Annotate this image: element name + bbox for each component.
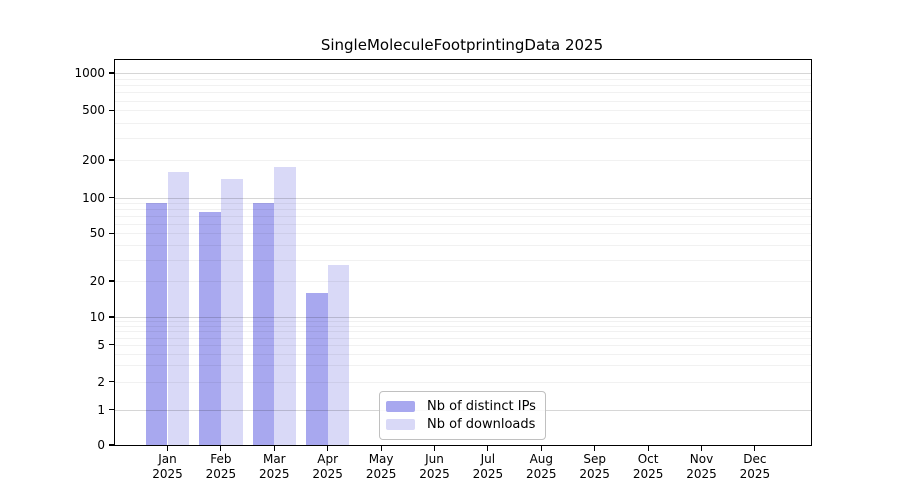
y-tick [108, 232, 114, 235]
x-tick-label: Dec 2025 [739, 452, 771, 481]
y-gridline-minor [115, 245, 811, 247]
y-gridline-minor [115, 344, 811, 346]
y-gridline-major [115, 317, 811, 318]
x-tick-label: Sep 2025 [579, 452, 610, 481]
legend-row-distinct-ips: Nb of distinct IPs [386, 397, 536, 416]
y-gridline-minor [115, 209, 811, 211]
x-tick-label: Apr 2025 [312, 452, 343, 481]
bar-downloads [220, 179, 243, 445]
x-tick [220, 446, 222, 451]
y-tick-label: 20 [89, 274, 105, 289]
y-tick-label: 1 [97, 402, 105, 417]
y-tick [108, 280, 114, 282]
y-tick-label: 100 [82, 190, 105, 205]
y-tick [108, 72, 114, 74]
y-tick [108, 316, 114, 318]
y-gridline-minor [115, 160, 811, 162]
bar-distinct-ips [145, 202, 168, 445]
x-tick [540, 446, 542, 451]
bar-downloads [167, 172, 190, 445]
y-gridline-minor [115, 365, 811, 367]
bar-distinct-ips [199, 211, 221, 445]
y-gridline-minor [115, 122, 811, 124]
y-gridline-minor [115, 224, 811, 225]
y-gridline-minor [115, 325, 811, 327]
bar-downloads [274, 167, 297, 445]
x-tick [647, 446, 649, 451]
x-tick [166, 446, 169, 451]
bar-downloads [327, 265, 350, 445]
x-tick-label: May 2025 [365, 452, 397, 481]
legend-row-downloads: Nb of downloads [386, 416, 536, 435]
legend: Nb of distinct IPs Nb of downloads [379, 391, 546, 440]
bar-distinct-ips [252, 202, 275, 445]
y-gridline-minor [115, 85, 811, 87]
y-gridline-minor [115, 259, 811, 261]
y-tick [108, 159, 114, 161]
bar-distinct-ips [305, 292, 328, 445]
x-tick-label: Jul 2025 [472, 452, 504, 481]
y-tick-label: 2 [97, 374, 105, 389]
y-gridline-minor [115, 281, 811, 283]
x-tick [273, 446, 275, 451]
y-gridline-minor [115, 353, 811, 355]
x-tick-label: Jan 2025 [152, 452, 183, 481]
x-tick [380, 446, 382, 451]
y-tick [108, 109, 114, 112]
x-tick-label: Aug 2025 [526, 452, 557, 481]
y-gridline-minor [115, 331, 811, 333]
x-tick [487, 446, 489, 451]
y-gridline-minor [115, 92, 811, 94]
x-tick [327, 446, 329, 451]
legend-label-downloads: Nb of downloads [427, 417, 536, 433]
y-gridline-minor [115, 233, 811, 235]
x-tick [594, 446, 596, 451]
y-gridline-minor [115, 337, 811, 339]
x-tick-label: Nov 2025 [686, 452, 717, 481]
y-tick [108, 444, 114, 446]
y-tick-label: 50 [89, 226, 105, 241]
y-tick-label: 500 [82, 103, 105, 118]
y-gridline-major [115, 73, 811, 74]
y-gridline-minor [115, 78, 811, 80]
chart-title: SingleMoleculeFootprintingData 2025 [320, 36, 604, 54]
y-tick-label: 0 [97, 438, 105, 452]
y-tick [108, 408, 114, 411]
y-gridline-major [115, 197, 811, 199]
y-gridline-minor [115, 321, 811, 323]
x-tick [433, 446, 436, 451]
legend-label-distinct-ips: Nb of distinct IPs [427, 398, 536, 414]
y-gridline-minor [115, 202, 811, 204]
y-tick [108, 344, 114, 346]
y-tick [108, 196, 114, 199]
legend-swatch-distinct-ips [386, 400, 415, 412]
y-tick-label: 10 [89, 310, 105, 324]
x-tick-label: Jun 2025 [419, 452, 450, 481]
bars-layer [115, 60, 811, 445]
y-gridline-minor [115, 381, 811, 383]
x-tick-label: Mar 2025 [259, 452, 290, 481]
y-gridline-minor [115, 216, 811, 217]
y-gridline-minor [115, 100, 811, 102]
y-gridline-minor [115, 110, 811, 112]
y-tick-label: 5 [97, 337, 105, 352]
x-tick-label: Oct 2025 [632, 452, 664, 481]
y-tick-label: 1000 [74, 66, 105, 80]
legend-swatch-downloads [386, 419, 415, 431]
x-tick [700, 446, 703, 451]
x-tick [754, 446, 756, 451]
y-gridline-minor [115, 138, 811, 140]
plot-area: 1000 500 200 100 50 20 10 5 2 1 0 Jan 2025 Feb 2025 M… [74, 59, 812, 481]
y-tick [108, 381, 114, 383]
y-tick-label: 200 [82, 153, 105, 168]
x-tick-label: Feb 2025 [205, 452, 237, 481]
ticks-layer: 1000 500 200 100 50 20 10 5 2 1 0 Jan 2025 Feb 2025 M… [74, 60, 811, 481]
